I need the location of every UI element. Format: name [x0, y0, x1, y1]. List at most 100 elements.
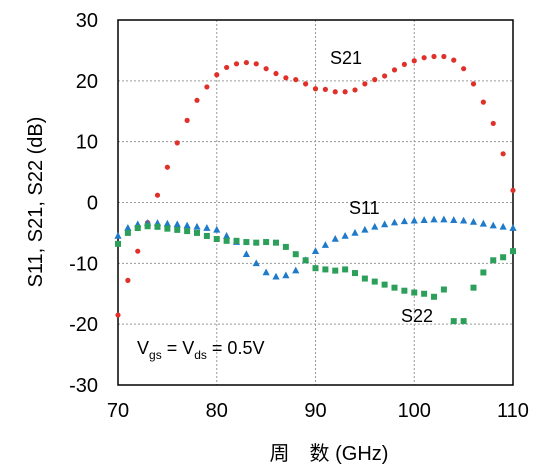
point-s22 — [440, 286, 447, 293]
point-s21 — [461, 66, 467, 72]
point-s22 — [134, 225, 141, 232]
point-s11 — [124, 224, 132, 231]
point-s11 — [390, 218, 399, 226]
point-s22 — [124, 229, 131, 236]
point-s11 — [252, 259, 260, 267]
point-s21 — [273, 70, 279, 77]
point-s21 — [470, 81, 477, 87]
point-s21 — [342, 89, 348, 95]
point-s11 — [440, 215, 448, 223]
point-s21 — [233, 61, 240, 67]
grid-lines — [118, 20, 513, 385]
point-s22 — [480, 269, 487, 276]
point-s11 — [509, 224, 517, 231]
point-s22 — [302, 257, 309, 264]
point-s22 — [322, 266, 329, 273]
point-s22 — [361, 275, 368, 282]
point-s22 — [203, 232, 210, 239]
series-label-s22: S22 — [401, 306, 433, 326]
point-s21 — [312, 86, 319, 92]
point-s11 — [272, 272, 280, 280]
point-s11 — [262, 268, 270, 276]
point-s22 — [273, 239, 279, 246]
point-s11 — [321, 241, 329, 248]
point-s11 — [282, 271, 290, 279]
point-s21 — [352, 87, 358, 93]
point-s21 — [174, 140, 180, 146]
point-s11 — [469, 217, 478, 225]
point-s22 — [401, 287, 408, 294]
point-s11 — [499, 222, 507, 230]
point-s22 — [164, 225, 171, 232]
y-tick-label: 30 — [76, 10, 98, 32]
point-s22 — [431, 293, 437, 300]
point-s22 — [223, 237, 230, 244]
point-s21 — [204, 84, 210, 90]
point-s21 — [243, 59, 249, 66]
point-s22 — [342, 266, 349, 273]
point-s22 — [263, 239, 270, 246]
point-s11 — [331, 235, 339, 242]
x-tick-label: 80 — [206, 400, 228, 422]
point-s21 — [421, 55, 427, 61]
point-s22 — [194, 229, 200, 236]
point-s22 — [460, 318, 467, 325]
point-s21 — [401, 61, 407, 68]
point-s21 — [125, 277, 131, 283]
point-s11 — [450, 216, 458, 223]
point-s21 — [263, 66, 269, 72]
point-s21 — [431, 53, 437, 60]
data-marks — [114, 53, 517, 325]
x-tick-label: 100 — [398, 400, 431, 422]
x-axis-label: 周 数 (GHz) — [270, 442, 389, 465]
point-s22 — [411, 289, 418, 296]
y-tick-label: 10 — [76, 132, 98, 154]
point-s11 — [292, 266, 300, 274]
point-s11 — [361, 225, 369, 233]
point-s22 — [144, 223, 151, 230]
x-tick-label: 110 — [497, 400, 529, 422]
point-s22 — [282, 243, 289, 250]
point-s21 — [224, 64, 230, 71]
point-s21 — [451, 57, 457, 63]
y-tick-label: 20 — [76, 71, 98, 93]
point-s11 — [341, 231, 349, 239]
point-s22 — [253, 239, 260, 246]
point-s11 — [223, 231, 231, 239]
point-s11 — [193, 222, 201, 230]
plot-frame — [117, 19, 514, 386]
point-s21 — [253, 61, 259, 67]
bias-annotation: Vgs = Vds = 0.5V — [137, 338, 264, 362]
point-s11 — [183, 221, 191, 229]
point-s11 — [371, 222, 379, 230]
point-s11 — [381, 220, 389, 228]
point-s21 — [135, 248, 141, 254]
point-s21 — [411, 58, 417, 64]
point-s11 — [114, 231, 122, 239]
point-s11 — [400, 217, 408, 225]
point-s11 — [460, 216, 468, 224]
point-s22 — [332, 267, 339, 274]
point-s11 — [242, 250, 250, 258]
point-s21 — [214, 72, 220, 78]
point-s22 — [312, 265, 319, 272]
y-tick-label: 0 — [87, 193, 98, 215]
point-s11 — [351, 228, 359, 236]
point-s22 — [500, 254, 507, 261]
x-tick-label: 70 — [107, 400, 129, 422]
point-s22 — [292, 251, 299, 258]
point-s11 — [410, 216, 418, 224]
point-s21 — [293, 77, 299, 83]
series-label-s21: S21 — [330, 48, 362, 68]
point-s22 — [490, 257, 497, 264]
point-s22 — [174, 226, 181, 233]
point-s22 — [352, 270, 358, 277]
point-s21 — [164, 164, 170, 170]
point-s22 — [184, 228, 191, 235]
point-s21 — [154, 192, 161, 198]
point-s22 — [243, 239, 250, 246]
point-s21 — [115, 312, 121, 318]
point-s22 — [470, 284, 477, 291]
y-tick-label: -30 — [69, 375, 98, 397]
